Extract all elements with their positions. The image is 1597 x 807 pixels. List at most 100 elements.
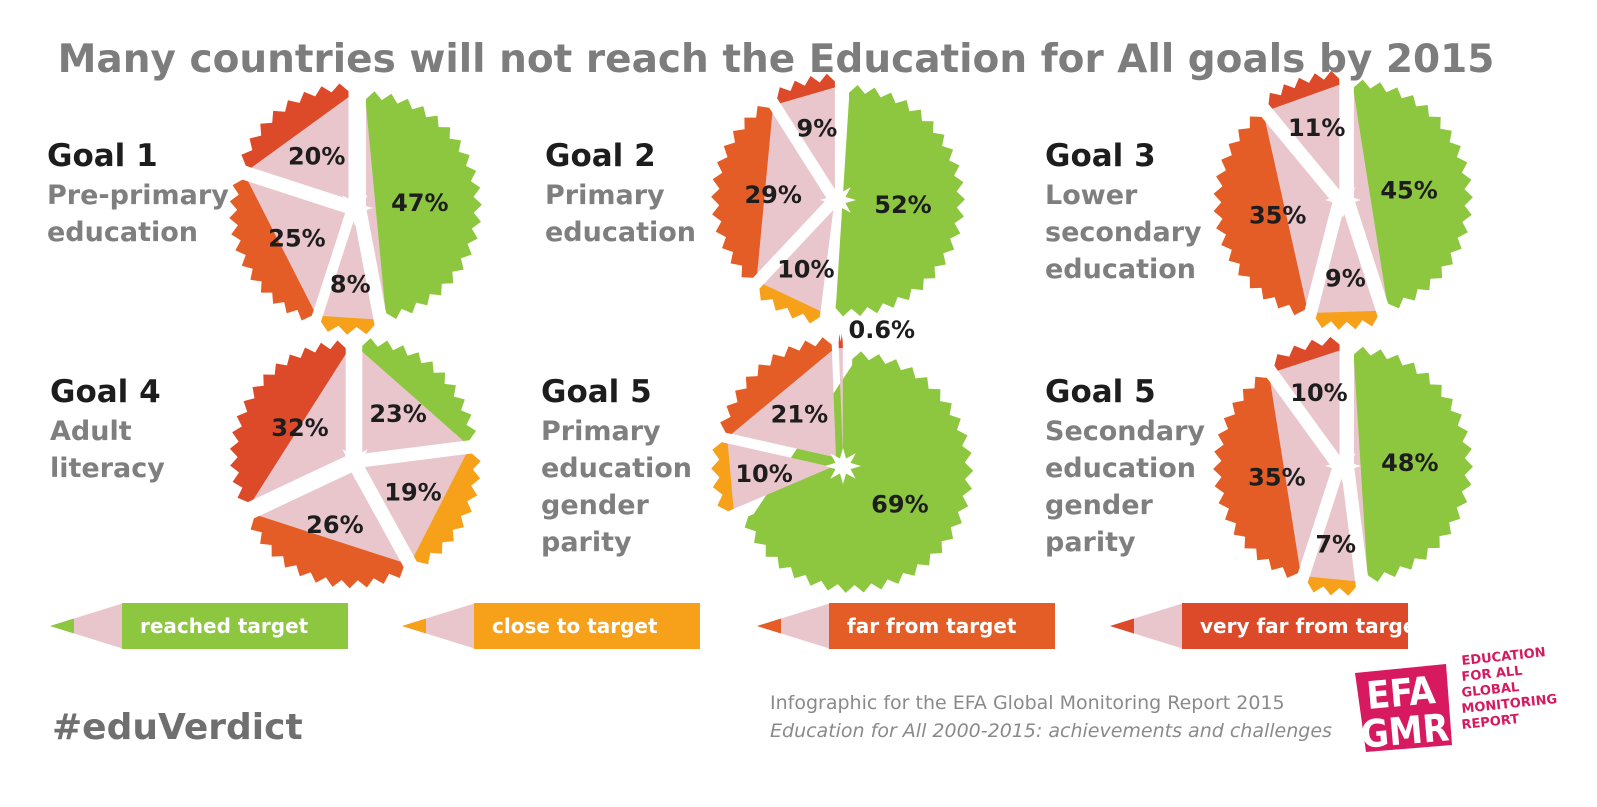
legend-pencil-tip [402, 618, 426, 634]
legend-label: very far from target [1200, 614, 1426, 638]
legend: reached target close to target far from ta… [50, 603, 1426, 649]
slice-label: 10% [735, 460, 792, 488]
pie-slice-close: 8% [320, 219, 375, 335]
pie-slice-close: 10% [759, 210, 835, 324]
slice-crayon-edge [362, 338, 476, 441]
goal-subtitle-line: education [47, 217, 198, 248]
slice-label: 20% [288, 142, 345, 170]
slice-label: 26% [306, 511, 363, 539]
pie-slice-reached: 48% [1354, 346, 1473, 582]
goal-heading: Goal 5 [541, 374, 652, 410]
goal-heading: Goal 1 [47, 138, 158, 174]
legend-pencil-wood [402, 603, 476, 649]
slice-crayon-edge [241, 83, 349, 168]
pie-slice-far: 29% [711, 106, 827, 278]
slice-crayon-edge [320, 316, 375, 335]
slice-crayon-edge [1268, 70, 1340, 109]
slice-crayon-edge [711, 106, 773, 278]
pie-slice-far: 26% [250, 472, 404, 589]
slice-crayon-edge [1213, 376, 1300, 578]
slice-crayon-edge [1354, 346, 1473, 582]
goal-heading: Goal 5 [1045, 374, 1156, 410]
pie-goal-1: Goal 1 Pre-primary education 47% 8%25% 20% [47, 83, 482, 335]
legend-pencil-body [122, 603, 348, 649]
goal-heading: Goal 4 [50, 374, 161, 410]
pie-center [1325, 448, 1361, 484]
slice-label: 45% [1380, 177, 1437, 205]
slice-label: 29% [744, 181, 801, 209]
pie-goal-5: Goal 5 Primary education gender parity 69% 10%… [541, 316, 974, 593]
pie-slice-reached: 52% [835, 85, 965, 317]
pie-slice-close: 19% [364, 453, 481, 565]
pie-goal-4: Goal 4 Adult literacy 23% 19% 26% 32% [50, 338, 481, 589]
slice-crayon-edge [250, 515, 404, 589]
legend-item-close: close to target [402, 603, 700, 649]
slice-crayon-edge [366, 91, 482, 319]
slice-crayon-edge [838, 334, 843, 349]
pie-slice-reached: 23% [362, 338, 476, 454]
slice-label: 9% [797, 114, 838, 142]
pie-slice-close: 10% [711, 442, 832, 512]
pie-slice-very_far: 9% [777, 73, 838, 190]
legend-pencil-wood [50, 603, 124, 649]
pie-slice-far: 35% [1213, 376, 1333, 578]
goal-subtitle-line: Pre-primary [47, 180, 229, 211]
legend-item-far: far from target [757, 603, 1055, 649]
pie-center [825, 448, 861, 484]
legend-item-reached: reached target [50, 603, 348, 649]
pie-center [337, 444, 373, 480]
goal-subtitle-line: education [545, 217, 696, 248]
chart-title: Many countries will not reach the Educat… [58, 37, 1495, 82]
goal-heading: Goal 3 [1045, 138, 1156, 174]
goal-subtitle-line: gender [1045, 490, 1154, 521]
legend-pencil-wood [1110, 603, 1184, 649]
logo-side-line: GLOBAL [1461, 680, 1520, 701]
goal-subtitle-line: parity [541, 527, 632, 558]
pie-slice-very_far: 10% [1274, 336, 1348, 456]
legend-label: close to target [492, 614, 658, 638]
slice-label: 8% [330, 271, 371, 299]
footer-line2: Education for All 2000-2015: achievement… [770, 720, 1332, 742]
slice-fill [321, 219, 374, 324]
slice-crayon-edge [777, 73, 835, 104]
goal-subtitle-line: Primary [541, 416, 661, 447]
pie-slice-very_far: 11% [1268, 70, 1345, 190]
goal-subtitle-line: education [541, 453, 692, 484]
footer-line1: Infographic for the EFA Global Monitorin… [770, 692, 1285, 714]
pie-center [337, 190, 373, 226]
slice-fill [778, 84, 835, 190]
slice-fill [1308, 477, 1356, 585]
pie-slice-close: 9% [1315, 211, 1378, 330]
pie-slice-very_far: 0.6% [838, 316, 915, 455]
pie-goal-6: Goal 5 Secondary education gender parity 48% 7… [1045, 336, 1473, 596]
slice-label: 35% [1249, 202, 1306, 230]
pie-slice-reached: 45% [1353, 79, 1473, 309]
legend-pencil-tip [757, 618, 781, 634]
slice-fill [722, 442, 832, 511]
legend-label: reached target [140, 614, 309, 638]
slice-fill [1276, 347, 1340, 456]
slice-label: 10% [1290, 379, 1347, 407]
logo-box [1355, 664, 1452, 752]
legend-label: far from target [847, 614, 1017, 638]
slice-crayon-edge [413, 453, 481, 565]
pie-slice-close: 7% [1307, 477, 1356, 596]
slice-fill [1316, 211, 1377, 319]
pie-slice-reached: 69% [744, 351, 974, 593]
goal-subtitle-line: literacy [50, 453, 165, 484]
logo-side-line: REPORT [1461, 712, 1520, 733]
legend-pencil-body [1182, 603, 1408, 649]
legend-pencil-tip [1110, 618, 1134, 634]
pie-slice-very_far: 32% [229, 340, 346, 503]
logo-side-line: FOR ALL [1461, 664, 1523, 685]
goal-subtitle-line: Lower [1045, 180, 1138, 211]
slice-crayon-edge [1353, 79, 1473, 309]
slice-label: 9% [1325, 265, 1366, 293]
pie-goal-3: Goal 3 Lower secondary education 45% 9% 35% 11% [1045, 70, 1473, 330]
slice-crayon-edge [1213, 116, 1307, 316]
slice-label: 35% [1248, 464, 1305, 492]
goal-subtitle-line: education [1045, 254, 1196, 285]
